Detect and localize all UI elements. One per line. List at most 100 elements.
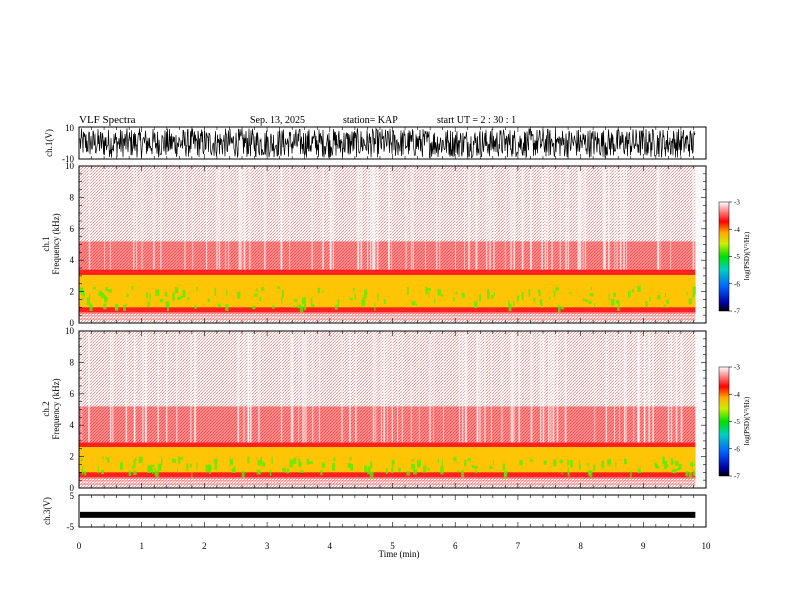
spectrogram-green-patch [383, 299, 386, 305]
spectrogram-green-patch [479, 294, 482, 302]
spectrogram-green-patch [205, 464, 210, 473]
colorbar-tick-label: -4 [734, 391, 740, 399]
spectrogram-green-patch [570, 460, 573, 468]
spectrogram-green-patch [363, 295, 367, 300]
station-label: station= KAP [343, 115, 398, 126]
spectrogram-green-patch [98, 290, 103, 297]
spectrogram-green-patch [537, 289, 541, 293]
frequency-tick-label: 10 [65, 161, 75, 171]
spectrogram-green-patch [553, 459, 557, 467]
spectrogram-green-patch [588, 470, 593, 477]
spectrogram-green-patch [508, 300, 510, 307]
spectrogram-green-patch [521, 291, 524, 300]
spectrogram-green-patch [214, 287, 217, 296]
spectrogram-green-patch [151, 464, 155, 468]
spectrogram-green-patch [568, 471, 570, 478]
spectrogram-green-patch [437, 289, 442, 296]
ch1-colorbar-gradient [718, 201, 730, 312]
spectrogram-green-patch [617, 306, 620, 312]
spectrogram-green-patch [123, 304, 126, 312]
spectrogram-green-patch [678, 463, 682, 470]
spectrogram-green-patch [160, 457, 163, 466]
time-tick-label: 1 [139, 541, 144, 551]
frequency-tick-label: 4 [70, 255, 75, 265]
spectrogram-green-patch [320, 470, 323, 476]
spectrogram-green-patch [453, 456, 457, 462]
ch2-colorbar-gradient [718, 366, 730, 477]
spectrogram-green-patch [487, 291, 490, 300]
spectrogram-green-patch [135, 457, 137, 461]
spectrogram-green-patch [569, 291, 572, 294]
spectrogram-green-patch [332, 462, 336, 471]
ch2-colorbar-ticks: -3 -4 -5 -6 -7 [729, 364, 740, 481]
spectrogram-green-patch [672, 469, 677, 474]
spectrogram-green-patch [82, 290, 85, 297]
spectrogram-green-patch [374, 303, 376, 311]
spectrogram-green-patch [233, 466, 236, 471]
spectrogram-green-patch [281, 468, 286, 472]
spectrogram-green-patch [196, 462, 198, 469]
spectrogram-green-patch [165, 291, 168, 297]
spectrogram-green-patch [180, 457, 184, 460]
frequency-tick-label: 8 [70, 192, 75, 202]
time-tick-label: 0 [77, 541, 82, 551]
spectrogram-green-patch [100, 292, 104, 299]
spectrogram-green-patch [361, 299, 366, 307]
frequency-tick-label: 6 [70, 224, 75, 234]
spectrogram-green-patch [159, 298, 164, 303]
spectrogram-green-patch [425, 286, 428, 295]
spectrogram-green-patch [172, 458, 176, 463]
spectrogram-green-patch [674, 460, 679, 466]
spectrogram-green-patch [688, 472, 693, 480]
spectrogram-green-patch [561, 471, 563, 475]
spectrogram-green-patch [79, 287, 84, 293]
spectrogram-green-patch [513, 301, 515, 309]
spectrogram-green-patch [289, 459, 294, 468]
spectrogram-green-patch [147, 301, 151, 308]
ch3-tick-bottom: -5 [67, 522, 75, 532]
spectrogram-green-patch [441, 294, 444, 297]
spectrogram-green-patch [310, 297, 313, 306]
spectrogram-green-patch [128, 470, 132, 476]
spectrogram-green-patch [686, 291, 688, 296]
spectrogram-green-patch [567, 460, 570, 466]
spectrogram-green-patch [456, 470, 460, 473]
spectrogram-green-patch [269, 470, 272, 477]
frequency-tick-label: 0 [70, 318, 75, 328]
spectrogram-green-patch [666, 300, 668, 303]
spectrogram-green-patch [131, 285, 134, 290]
spectrogram-green-patch [257, 460, 262, 466]
spectrogram-green-patch [317, 287, 321, 294]
spectrogram-green-patch [236, 291, 241, 299]
spectrogram-green-patch [560, 306, 565, 310]
spectrogram-green-patch [89, 293, 91, 300]
spectrogram-green-patch [217, 303, 221, 308]
spectrogram-green-patch [311, 304, 315, 308]
spectrogram-green-patch [615, 461, 617, 469]
spectrogram-green-patch [508, 303, 512, 312]
spectrogram-green-patch [416, 459, 421, 467]
time-axis-label: Time (min) [379, 549, 420, 559]
colorbar-tick-label: -6 [734, 280, 740, 288]
spectrogram-green-patch [103, 303, 107, 310]
colorbar-tick-label: -3 [734, 364, 740, 372]
spectrogram-green-patch [352, 288, 355, 291]
ch1-tick-top: 10 [65, 123, 75, 133]
spectrogram-green-patch [670, 458, 673, 466]
spectrogram-green-patch [155, 470, 159, 478]
spectrogram-green-patch [411, 458, 415, 462]
spectrogram-green-patch [261, 462, 266, 467]
spectrogram-green-patch [255, 288, 258, 292]
spectrogram-green-patch [455, 291, 458, 295]
ch3-waveform-band [80, 511, 696, 518]
time-tick-label: 4 [328, 541, 333, 551]
spectrogram-green-patch [301, 297, 306, 305]
spectrogram-green-patch [492, 459, 494, 466]
spectrogram-red-band [79, 241, 696, 270]
spectrogram-green-patch [349, 456, 352, 461]
spectrogram-green-patch [149, 293, 151, 301]
spectrogram-green-patch [391, 468, 394, 474]
spectrogram-green-patch [92, 287, 96, 290]
spectrogram-green-patch [298, 460, 302, 467]
spectrogram-green-patch [214, 461, 218, 470]
